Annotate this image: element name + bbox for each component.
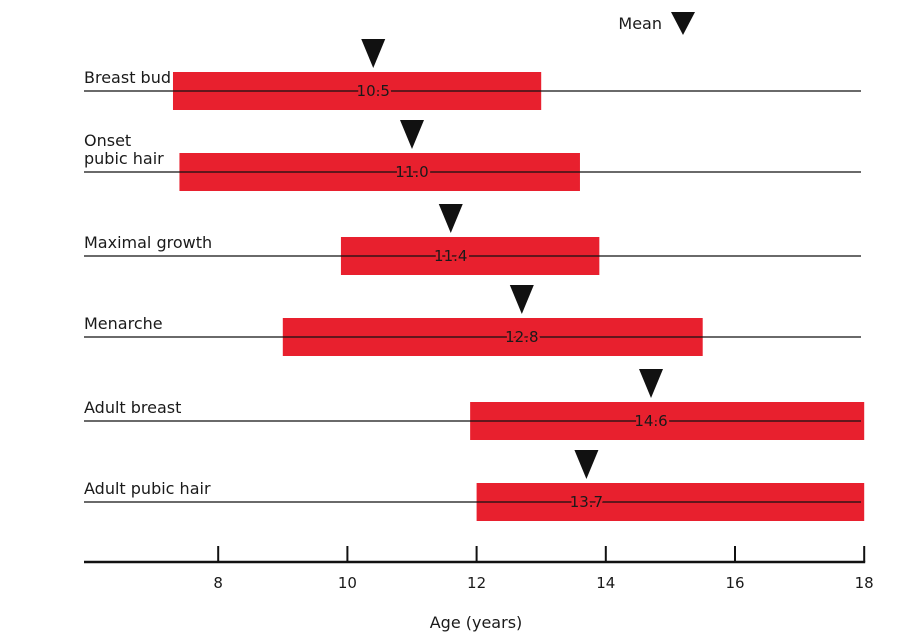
mean-marker-icon	[574, 450, 599, 479]
row-4: 14.6 Adult breast	[84, 369, 865, 440]
mean-value-label: 11.4	[434, 247, 467, 265]
x-tick-label: 16	[725, 574, 744, 592]
row-label: Breast bud	[84, 68, 171, 87]
mean-marker-icon	[509, 285, 534, 314]
mean-marker-icon	[400, 120, 424, 149]
legend-mean-label: Mean	[618, 14, 662, 33]
row-label: Adult pubic hair	[84, 479, 211, 498]
mean-value-label: 10.5	[357, 82, 390, 100]
x-axis-title: Age (years)	[430, 613, 523, 632]
row-2: 11.4 Maximal growth	[84, 204, 861, 275]
mean-marker-icon	[639, 369, 664, 398]
mean-value-label: 11.0	[395, 163, 428, 181]
mean-marker-icon	[438, 204, 463, 233]
row-label: Menarche	[84, 314, 163, 333]
x-tick-label: 14	[596, 574, 615, 592]
row-3: 12.8 Menarche	[84, 285, 861, 356]
legend-mean-marker-icon	[671, 12, 695, 35]
x-tick-label: 12	[467, 574, 486, 592]
mean-value-label: 12.8	[505, 328, 538, 346]
x-tick-label: 18	[855, 574, 874, 592]
mean-value-label: 13.7	[570, 493, 603, 511]
mean-value-label: 14.6	[634, 412, 667, 430]
row-label: pubic hair	[84, 149, 164, 168]
x-axis: 8 10 12 14 16 18	[84, 546, 874, 592]
row-label: Onset	[84, 131, 131, 150]
row-label: Maximal growth	[84, 233, 212, 252]
mean-marker-icon	[361, 39, 386, 68]
legend: Mean	[618, 12, 695, 35]
row-label: Adult breast	[84, 398, 181, 417]
x-tick-label: 8	[213, 574, 223, 592]
x-tick-label: 10	[338, 574, 357, 592]
row-0: 10.5 Breast bud	[84, 39, 861, 110]
row-5: 13.7 Adult pubic hair	[84, 450, 865, 521]
